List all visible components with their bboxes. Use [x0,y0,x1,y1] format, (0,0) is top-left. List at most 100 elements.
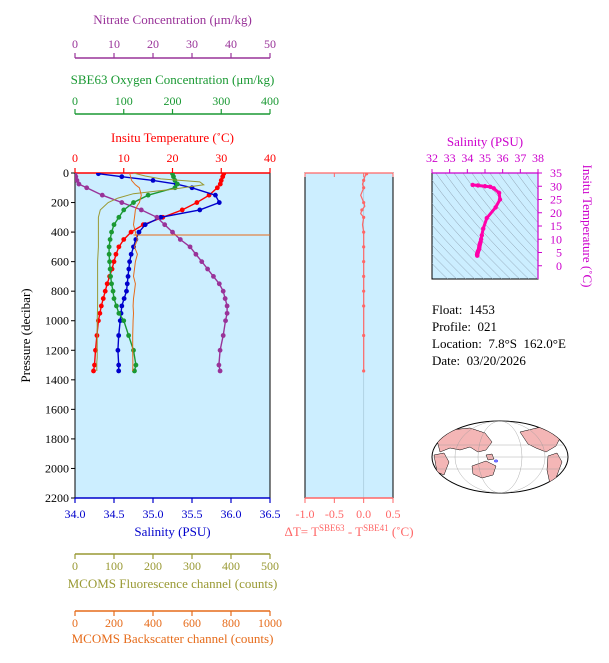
salinity-data-point [116,333,122,338]
ts-density-contour [432,244,466,279]
pressure-tick-label: 800 [51,284,69,298]
salinity-data-point [116,368,122,374]
delta-t-tick-label: -0.5 [325,507,344,521]
pressure-tick-label: 2000 [45,461,69,475]
oxygen-data-point [114,303,119,309]
nitrate-data-point [220,333,226,338]
delta-t-label-part: - T [345,524,364,539]
nitrate-data-point [119,200,125,205]
backscatter-tick-label: 800 [222,616,240,630]
oxygen-data-point [108,274,113,279]
salinity-tick-label: 36.0 [221,507,242,521]
ts-temperature-tick-label: 35 [550,166,562,180]
fluorescence-series-line [96,173,205,371]
nitrate-data-point [199,259,205,265]
oxygen-data-point [106,251,112,257]
ts-density-contour [432,179,520,279]
delta-t-data-point [362,274,366,279]
salinity-tick-label: 35.0 [143,507,164,521]
ts-density-contour [432,203,502,279]
ts-density-contour [453,173,538,271]
delta-t-data-point [362,186,366,190]
oxygen-data-point [107,237,113,242]
backscatter-series-line [129,173,142,372]
nitrate-data-point [222,296,228,301]
salinity-data-point [142,222,148,228]
ts-temperature-tick-label: 15 [550,219,562,233]
salinity-tick-label: 36.5 [260,507,281,521]
float-id: Float: 1453 [432,302,495,317]
backscatter-tick-label: 0 [72,616,78,630]
oxygen-data-point [145,192,151,198]
nitrate-axis-label: Nitrate Concentration (μm/kg) [93,12,252,27]
nitrate-tick-label: 30 [186,37,198,51]
ts-density-contour [498,173,538,224]
ts-density-contour [432,234,475,279]
ts-density-contour [489,173,538,234]
nitrate-data-point [224,303,230,309]
oxygen-tick-label: 200 [164,94,182,108]
nitrate-data-point [217,347,223,353]
salinity-data-point [158,214,164,220]
ts-salinity-tick-label: 38 [532,151,544,165]
pressure-tick-label: 1000 [45,314,69,328]
temperature-tick-label: 40 [264,151,276,165]
delta-t-data-point [362,304,366,308]
fluorescence-tick-label: 300 [183,559,201,573]
ts-temperature-tick-label: 20 [550,206,562,220]
salinity-data-point [127,259,132,265]
oxygen-data-point [107,266,113,272]
oxygen-data-point [121,318,127,324]
profile-number: Profile: 021 [432,319,497,334]
temperature-data-point [92,362,97,368]
salinity-axis-label: Salinity (PSU) [134,524,210,539]
delta-t-tick-label: 0.0 [356,507,371,521]
temperature-data-point [102,288,108,294]
salinity-tick-label: 34.0 [65,507,86,521]
salinity-data-point [197,207,203,213]
nitrate-data-point [223,318,228,324]
nitrate-tick-label: 40 [225,37,237,51]
date: Date: 03/20/2026 [432,353,526,368]
ts-data-point [497,197,503,202]
nitrate-data-point [193,251,199,257]
oxygen-data-point [132,368,137,374]
oxygen-data-point [131,347,136,353]
fluorescence-tick-label: 200 [144,559,162,573]
delta-t-data-point [360,208,364,212]
ts-data-layer [470,182,503,258]
salinity-data-point [150,177,156,183]
pressure-tick-label: 1800 [45,432,69,446]
ts-temperature-axis-label: Insitu Temperature (˚C) [580,164,595,287]
ts-temperature-tick-label: 0 [556,259,562,273]
nitrate-data-point [216,281,222,287]
backscatter-tick-label: 600 [183,616,201,630]
delta-t-data-point [362,178,366,182]
nitrate-tick-label: 0 [72,37,78,51]
ts-data-point [484,215,489,221]
pressure-tick-label: 600 [51,255,69,269]
temperature-data-point [214,185,220,191]
ts-salinity-axis-label: Salinity (PSU) [447,134,523,149]
delta-t-data-point [362,230,366,234]
ts-data-point [475,183,481,188]
ts-temperature-tick-label: 25 [550,193,562,207]
delta-t-plot-area [304,172,394,499]
fluorescence-tick-label: 500 [261,559,279,573]
oxygen-data-point [126,333,132,338]
ts-temperature-tick-label: 10 [550,232,562,246]
delta-t-data-point [362,260,366,264]
main-profile-chart: 0200400600800100012001400160018002000220… [18,12,282,646]
salinity-data-point [126,266,132,272]
ts-density-contour [471,173,538,253]
temperature-tick-label: 20 [167,151,179,165]
temperature-data-point [113,251,119,257]
pressure-tick-label: 400 [51,225,69,239]
ts-data-point [481,226,486,231]
temperature-tick-label: 0 [72,151,78,165]
ts-data-point [470,182,475,188]
oxygen-data-point [106,244,112,250]
ts-data-point [491,186,497,191]
delta-t-tick-label: 0.5 [386,507,401,521]
salinity-data-point [125,274,131,279]
